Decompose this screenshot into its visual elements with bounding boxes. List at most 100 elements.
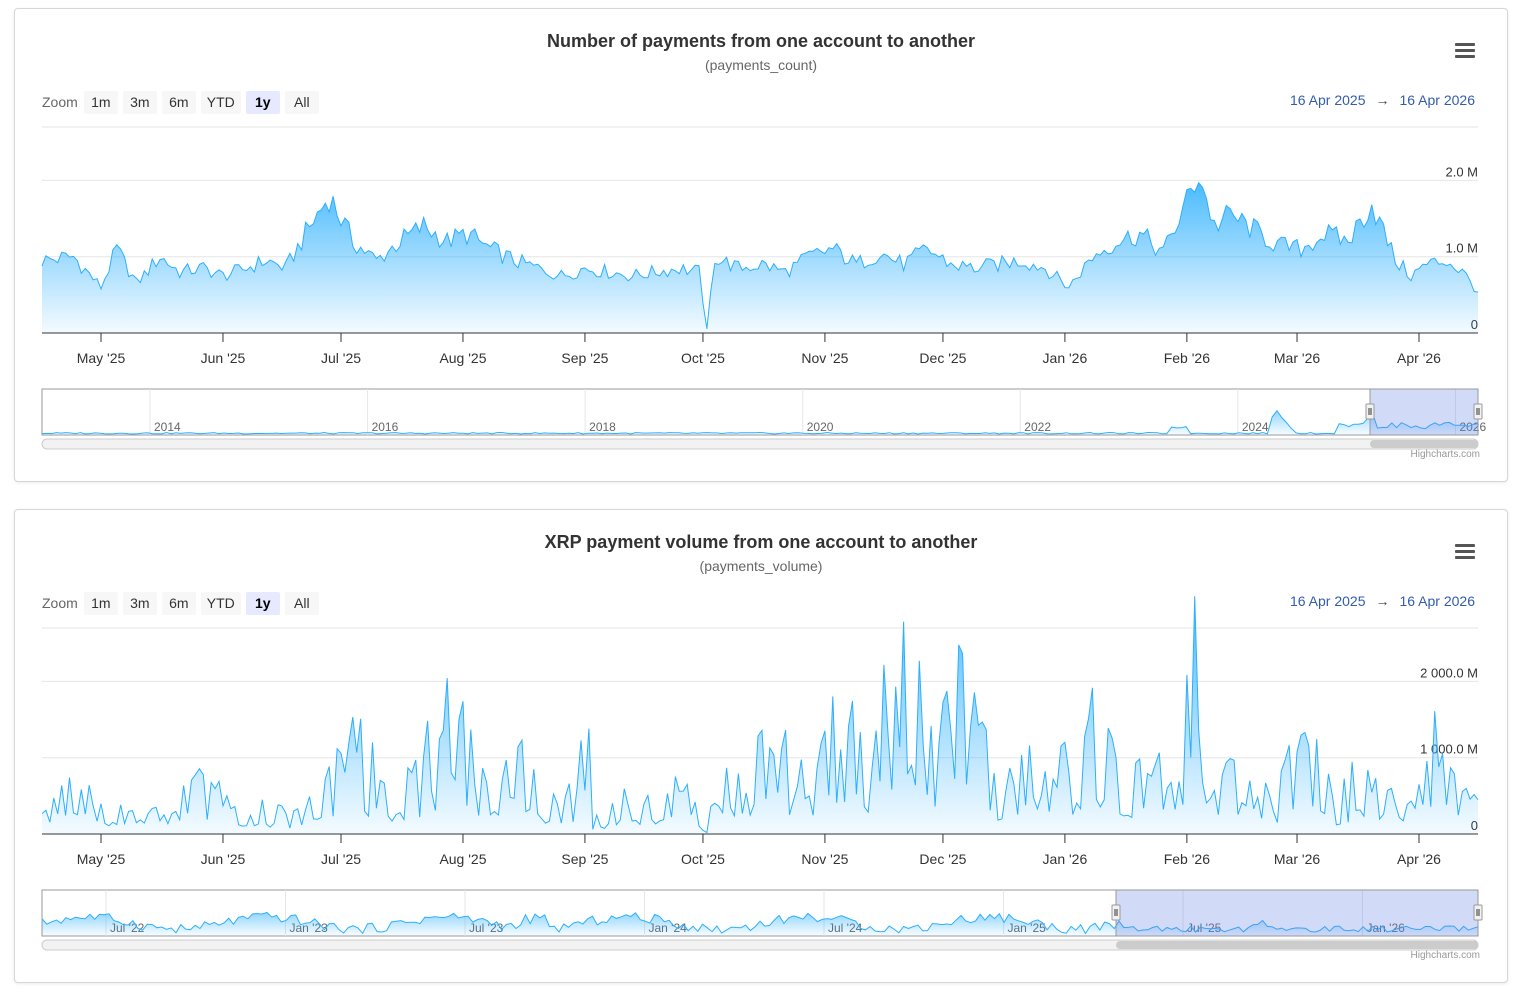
x-tick-label: Mar '26 <box>1274 350 1320 366</box>
data-point <box>134 798 138 802</box>
navigator-scrollbar-thumb[interactable] <box>1116 941 1478 949</box>
navigator-selection[interactable] <box>1369 388 1479 436</box>
data-point <box>72 255 76 259</box>
data-point <box>630 274 634 278</box>
zoom-all-button[interactable]: All <box>284 90 319 114</box>
data-point <box>544 790 548 794</box>
data-point <box>807 255 811 259</box>
data-point <box>323 786 327 790</box>
data-point <box>1393 259 1397 263</box>
navigator-label: 2022 <box>1024 420 1051 434</box>
zoom-6m-button[interactable]: 6m <box>161 591 196 615</box>
data-point <box>1409 274 1413 278</box>
x-tick-label: Aug '25 <box>439 851 486 867</box>
zoom-ytd-button[interactable]: YTD <box>200 591 241 615</box>
navigator-right-handle[interactable] <box>1473 403 1483 420</box>
series-area <box>42 182 1478 333</box>
navigator-scrollbar-thumb[interactable] <box>1370 440 1478 448</box>
y-tick-label: 2.0 M <box>1445 164 1478 179</box>
data-point <box>1421 756 1425 760</box>
navigator-left-handle[interactable] <box>1111 904 1121 921</box>
y-tick-label: 1.0 M <box>1445 241 1478 256</box>
data-point <box>878 251 882 255</box>
data-point <box>1299 247 1303 251</box>
data-point <box>972 266 976 270</box>
data-point <box>591 817 595 821</box>
data-point <box>465 232 469 236</box>
data-point <box>713 763 717 767</box>
zoom-1y-button[interactable]: 1y <box>245 591 280 615</box>
x-tick-label: Jul '25 <box>321 350 361 366</box>
data-point <box>72 775 76 779</box>
range-from-input[interactable]: 16 Apr 2025 <box>1289 593 1366 609</box>
navigator-left-handle[interactable] <box>1365 403 1375 420</box>
zoom-all-button[interactable]: All <box>284 591 319 615</box>
range-from-input[interactable]: 16 Apr 2025 <box>1289 92 1366 108</box>
data-point <box>355 733 359 737</box>
data-point <box>512 740 516 744</box>
data-point <box>284 266 288 270</box>
zoom-ytd-button[interactable]: YTD <box>200 90 241 114</box>
navigator-scrollbar-track[interactable] <box>41 438 1479 450</box>
navigator-right-handle[interactable] <box>1473 904 1483 921</box>
data-point <box>422 224 426 228</box>
chart-subtitle: (payments_volume) <box>699 558 823 574</box>
data-point <box>201 266 205 270</box>
x-tick-label: Oct '25 <box>681 851 725 867</box>
data-point <box>1059 763 1063 767</box>
data-point <box>1114 239 1118 243</box>
range-arrow-icon: → <box>1375 593 1390 609</box>
x-tick-label: Apr '26 <box>1397 851 1441 867</box>
highcharts-credit[interactable]: Highcharts.com <box>1410 449 1480 460</box>
zoom-6m-button[interactable]: 6m <box>161 90 196 114</box>
navigator-label: 2014 <box>154 420 181 434</box>
navigator-label: 2020 <box>807 420 834 434</box>
highcharts-credit[interactable]: Highcharts.com <box>1410 950 1480 961</box>
x-tick-label: Nov '25 <box>801 350 848 366</box>
data-point <box>40 802 44 806</box>
data-point <box>351 239 355 243</box>
x-tick-label: Sep '25 <box>561 851 608 867</box>
data-point <box>1323 232 1327 236</box>
range-to-input[interactable]: 16 Apr 2026 <box>1399 92 1475 108</box>
data-point <box>807 786 811 790</box>
zoom-3m-button[interactable]: 3m <box>122 90 157 114</box>
series-line <box>41 596 1479 834</box>
data-point <box>697 270 701 274</box>
x-tick-label: May '25 <box>77 851 126 867</box>
hamburger-menu-icon[interactable] <box>1455 43 1475 61</box>
data-point <box>713 255 717 259</box>
zoom-1m-button[interactable]: 1m <box>83 591 118 615</box>
x-tick-label: Aug '25 <box>439 350 486 366</box>
data-point <box>760 262 764 266</box>
range-to-input[interactable]: 16 Apr 2026 <box>1399 593 1475 609</box>
data-point <box>166 817 170 821</box>
data-point <box>996 262 1000 266</box>
navigator-area <box>42 912 1478 936</box>
data-point <box>1425 262 1429 266</box>
data-point <box>386 794 390 798</box>
navigator-selection[interactable] <box>1115 889 1479 937</box>
zoom-label: Zoom <box>42 595 78 611</box>
hamburger-menu-icon[interactable] <box>1455 544 1475 562</box>
data-point <box>744 779 748 783</box>
data-point <box>1370 201 1374 205</box>
data-point <box>374 259 378 263</box>
data-point <box>1020 259 1024 263</box>
data-point <box>1028 740 1032 744</box>
payments-count-chart-card: Number of payments from one account to a… <box>14 8 1508 482</box>
data-point <box>559 274 563 278</box>
data-point <box>99 285 103 289</box>
data-point <box>654 802 658 806</box>
data-point <box>292 813 296 817</box>
data-point <box>1067 285 1071 289</box>
date-range: 16 Apr 2025 → 16 Apr 2026 <box>1290 593 1475 609</box>
data-point <box>1303 725 1307 729</box>
zoom-1y-button[interactable]: 1y <box>245 90 280 114</box>
zoom-1m-button[interactable]: 1m <box>83 90 118 114</box>
series-line <box>41 181 1479 329</box>
data-point <box>1460 270 1464 274</box>
series-area <box>42 596 1478 834</box>
zoom-3m-button[interactable]: 3m <box>122 591 157 615</box>
